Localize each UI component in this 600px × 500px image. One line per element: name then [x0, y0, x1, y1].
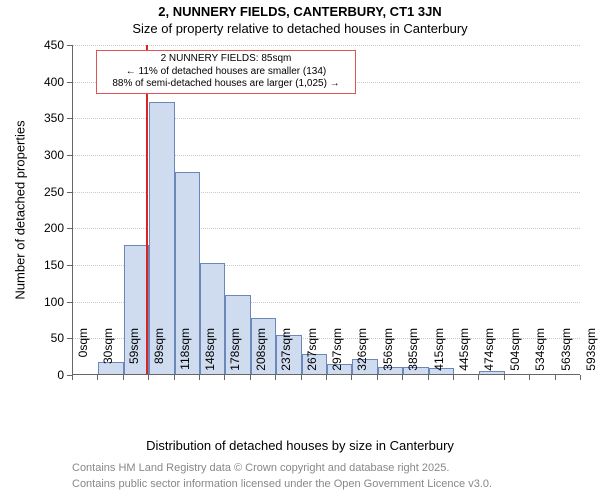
y-tick-mark: [67, 155, 72, 156]
x-tick-label: 297sqm: [330, 328, 344, 383]
x-tick-label: 237sqm: [279, 328, 293, 383]
chart-subtitle: Size of property relative to detached ho…: [0, 21, 600, 36]
x-tick-mark: [478, 375, 479, 380]
x-tick-mark: [428, 375, 429, 380]
x-tick-label: 118sqm: [178, 328, 192, 383]
y-tick-mark: [67, 338, 72, 339]
x-tick-mark: [504, 375, 505, 380]
x-tick-mark: [148, 375, 149, 380]
grid-line: [73, 45, 580, 46]
x-tick-mark: [301, 375, 302, 380]
x-tick-label: 267sqm: [305, 328, 319, 383]
x-tick-label: 563sqm: [559, 328, 573, 383]
x-tick-mark: [402, 375, 403, 380]
x-axis-label: Distribution of detached houses by size …: [0, 438, 600, 453]
x-tick-label: 326sqm: [355, 328, 369, 383]
x-tick-mark: [555, 375, 556, 380]
x-tick-label: 208sqm: [254, 328, 268, 383]
annotation-box: 2 NUNNERY FIELDS: 85sqm← 11% of detached…: [96, 50, 356, 94]
y-tick-label: 300: [0, 148, 64, 162]
x-tick-label: 30sqm: [101, 328, 115, 383]
y-tick-mark: [67, 82, 72, 83]
attribution-line-1: Contains HM Land Registry data © Crown c…: [72, 462, 449, 474]
y-tick-label: 0: [0, 368, 64, 382]
x-tick-label: 178sqm: [228, 328, 242, 383]
x-tick-mark: [123, 375, 124, 380]
x-tick-mark: [174, 375, 175, 380]
annotation-line-2: 88% of semi-detached houses are larger (…: [101, 78, 351, 91]
y-tick-mark: [67, 45, 72, 46]
y-tick-mark: [67, 118, 72, 119]
x-tick-mark: [250, 375, 251, 380]
x-tick-label: 148sqm: [203, 328, 217, 383]
y-tick-mark: [67, 265, 72, 266]
x-tick-label: 415sqm: [432, 328, 446, 383]
y-tick-label: 150: [0, 258, 64, 272]
y-tick-label: 450: [0, 38, 64, 52]
x-tick-mark: [529, 375, 530, 380]
annotation-line-1: ← 11% of detached houses are smaller (13…: [101, 66, 351, 79]
x-tick-label: 474sqm: [482, 328, 496, 383]
x-tick-mark: [377, 375, 378, 380]
x-tick-mark: [326, 375, 327, 380]
x-tick-label: 0sqm: [76, 328, 90, 383]
y-tick-label: 400: [0, 75, 64, 89]
x-tick-mark: [224, 375, 225, 380]
annotation-line-0: 2 NUNNERY FIELDS: 85sqm: [101, 53, 351, 66]
plot-area: [72, 45, 580, 375]
x-tick-mark: [199, 375, 200, 380]
chart-container: { "title": { "line1": "2, NUNNERY FIELDS…: [0, 0, 600, 500]
x-tick-label: 445sqm: [457, 328, 471, 383]
y-tick-label: 100: [0, 295, 64, 309]
x-tick-label: 385sqm: [406, 328, 420, 383]
y-tick-label: 50: [0, 331, 64, 345]
property-marker-line: [146, 45, 148, 374]
x-tick-mark: [453, 375, 454, 380]
x-tick-label: 534sqm: [533, 328, 547, 383]
y-tick-mark: [67, 302, 72, 303]
x-tick-label: 504sqm: [508, 328, 522, 383]
y-tick-mark: [67, 228, 72, 229]
y-tick-mark: [67, 192, 72, 193]
y-tick-label: 350: [0, 111, 64, 125]
x-tick-label: 356sqm: [381, 328, 395, 383]
x-tick-label: 59sqm: [127, 328, 141, 383]
x-tick-label: 593sqm: [584, 328, 598, 383]
x-tick-label: 89sqm: [152, 328, 166, 383]
y-tick-label: 250: [0, 185, 64, 199]
x-tick-mark: [97, 375, 98, 380]
x-tick-mark: [275, 375, 276, 380]
y-tick-label: 200: [0, 221, 64, 235]
x-tick-mark: [351, 375, 352, 380]
attribution-line-2: Contains public sector information licen…: [72, 478, 492, 490]
x-tick-mark: [580, 375, 581, 380]
x-tick-mark: [72, 375, 73, 380]
chart-title: 2, NUNNERY FIELDS, CANTERBURY, CT1 3JN: [0, 4, 600, 19]
